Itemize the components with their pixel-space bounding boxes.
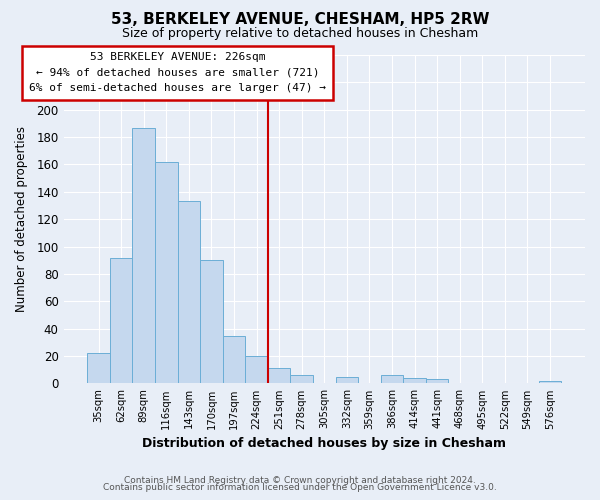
Bar: [87, 354, 110, 384]
Text: 53 BERKELEY AVENUE: 226sqm
← 94% of detached houses are smaller (721)
6% of semi: 53 BERKELEY AVENUE: 226sqm ← 94% of deta…: [29, 52, 326, 94]
Bar: [110, 258, 133, 384]
Bar: [335, 376, 358, 384]
Bar: [178, 202, 200, 384]
Text: Contains public sector information licensed under the Open Government Licence v3: Contains public sector information licen…: [103, 484, 497, 492]
Text: Size of property relative to detached houses in Chesham: Size of property relative to detached ho…: [122, 28, 478, 40]
Bar: [403, 378, 426, 384]
Text: Contains HM Land Registry data © Crown copyright and database right 2024.: Contains HM Land Registry data © Crown c…: [124, 476, 476, 485]
Y-axis label: Number of detached properties: Number of detached properties: [15, 126, 28, 312]
Bar: [133, 128, 155, 384]
Bar: [426, 380, 448, 384]
Bar: [539, 380, 561, 384]
Bar: [268, 368, 290, 384]
Bar: [381, 375, 403, 384]
Bar: [290, 375, 313, 384]
Bar: [245, 356, 268, 384]
X-axis label: Distribution of detached houses by size in Chesham: Distribution of detached houses by size …: [142, 437, 506, 450]
Bar: [200, 260, 223, 384]
Text: 53, BERKELEY AVENUE, CHESHAM, HP5 2RW: 53, BERKELEY AVENUE, CHESHAM, HP5 2RW: [111, 12, 489, 28]
Bar: [223, 336, 245, 384]
Bar: [155, 162, 178, 384]
